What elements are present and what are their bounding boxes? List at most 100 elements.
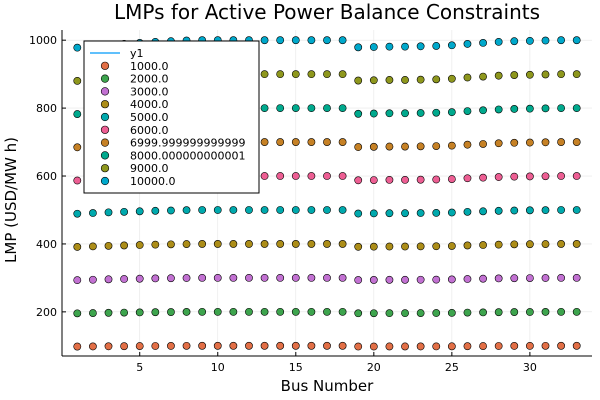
data-point	[525, 274, 534, 282]
data-point	[323, 70, 331, 79]
legend-label: 4000.0	[130, 98, 169, 111]
data-point	[494, 139, 503, 148]
data-point	[338, 36, 347, 45]
data-point	[541, 206, 550, 215]
data-point	[338, 240, 347, 248]
legend-label: 3000.0	[130, 85, 169, 98]
data-point	[323, 273, 331, 282]
data-point	[104, 342, 113, 351]
data-point	[541, 36, 550, 45]
data-point	[229, 206, 238, 214]
data-point	[354, 109, 363, 118]
legend-label: 9000.0	[130, 162, 169, 175]
data-point	[510, 138, 519, 147]
data-point	[245, 206, 253, 214]
y-tick-label: 400	[36, 238, 57, 251]
data-point	[479, 173, 487, 182]
data-point	[323, 206, 331, 214]
data-point	[307, 36, 316, 45]
data-point	[135, 207, 144, 216]
data-point	[385, 142, 394, 151]
data-point	[463, 241, 472, 250]
data-point	[494, 342, 503, 350]
x-axis-title: Bus Number	[281, 377, 374, 395]
legend-marker	[100, 125, 110, 134]
data-point	[198, 240, 207, 248]
data-point	[73, 176, 82, 185]
data-point	[447, 342, 456, 351]
data-point	[525, 70, 534, 79]
data-point	[401, 109, 409, 118]
data-point	[338, 273, 347, 282]
data-point	[213, 273, 222, 282]
data-point	[369, 242, 378, 251]
data-point	[104, 275, 113, 284]
data-point	[463, 40, 472, 48]
data-point	[73, 309, 82, 318]
data-point	[525, 206, 534, 215]
data-point	[276, 70, 285, 79]
data-point	[510, 71, 519, 79]
data-point	[447, 208, 456, 217]
data-point	[291, 240, 300, 248]
data-point	[182, 274, 191, 282]
data-point	[338, 104, 347, 113]
data-point	[338, 307, 347, 316]
data-point	[385, 275, 394, 284]
data-point	[291, 273, 300, 282]
data-point	[401, 42, 409, 51]
data-point	[323, 240, 331, 248]
data-point	[291, 138, 300, 146]
data-point	[276, 138, 285, 146]
data-point	[182, 206, 191, 215]
data-point	[151, 274, 160, 283]
data-point	[369, 309, 378, 318]
data-point	[198, 273, 207, 282]
legend-marker	[100, 100, 110, 109]
data-point	[479, 241, 487, 249]
data-point	[432, 242, 441, 251]
legend-label: 8000.000000000001	[130, 149, 245, 162]
legend-box	[83, 40, 260, 194]
data-point	[369, 76, 378, 85]
data-point	[432, 75, 441, 84]
data-point	[182, 308, 191, 316]
data-point	[104, 208, 113, 217]
data-point	[213, 206, 222, 214]
data-point	[447, 41, 456, 50]
data-point	[463, 107, 472, 115]
data-point	[401, 275, 409, 284]
data-point	[354, 43, 363, 52]
x-tick-label: 20	[367, 361, 381, 374]
data-point	[525, 172, 534, 181]
data-point	[369, 43, 378, 51]
data-point	[338, 341, 347, 350]
legend-marker	[100, 164, 110, 173]
legend-marker	[100, 176, 110, 186]
data-point	[401, 309, 409, 318]
data-point	[369, 209, 378, 218]
data-point	[432, 175, 441, 184]
data-point	[73, 110, 82, 118]
data-point	[213, 341, 222, 350]
data-point	[89, 242, 97, 251]
data-point	[135, 342, 144, 350]
data-point	[541, 274, 550, 282]
tick-labels: 5 10 15 20 25 30 200 400 600 800 1000	[29, 34, 537, 374]
data-point	[541, 172, 550, 181]
data-point	[494, 105, 503, 114]
data-point	[447, 175, 456, 183]
legend-label: 1000.0	[130, 60, 169, 73]
data-point	[572, 307, 581, 316]
data-point	[307, 240, 316, 248]
data-point	[151, 240, 160, 249]
data-point	[307, 138, 316, 146]
data-point	[135, 274, 144, 283]
data-point	[572, 172, 581, 180]
data-point	[120, 308, 129, 317]
data-point	[338, 206, 347, 214]
data-point	[385, 76, 394, 84]
data-point	[354, 143, 363, 151]
data-point	[260, 341, 269, 350]
data-point	[557, 307, 565, 316]
